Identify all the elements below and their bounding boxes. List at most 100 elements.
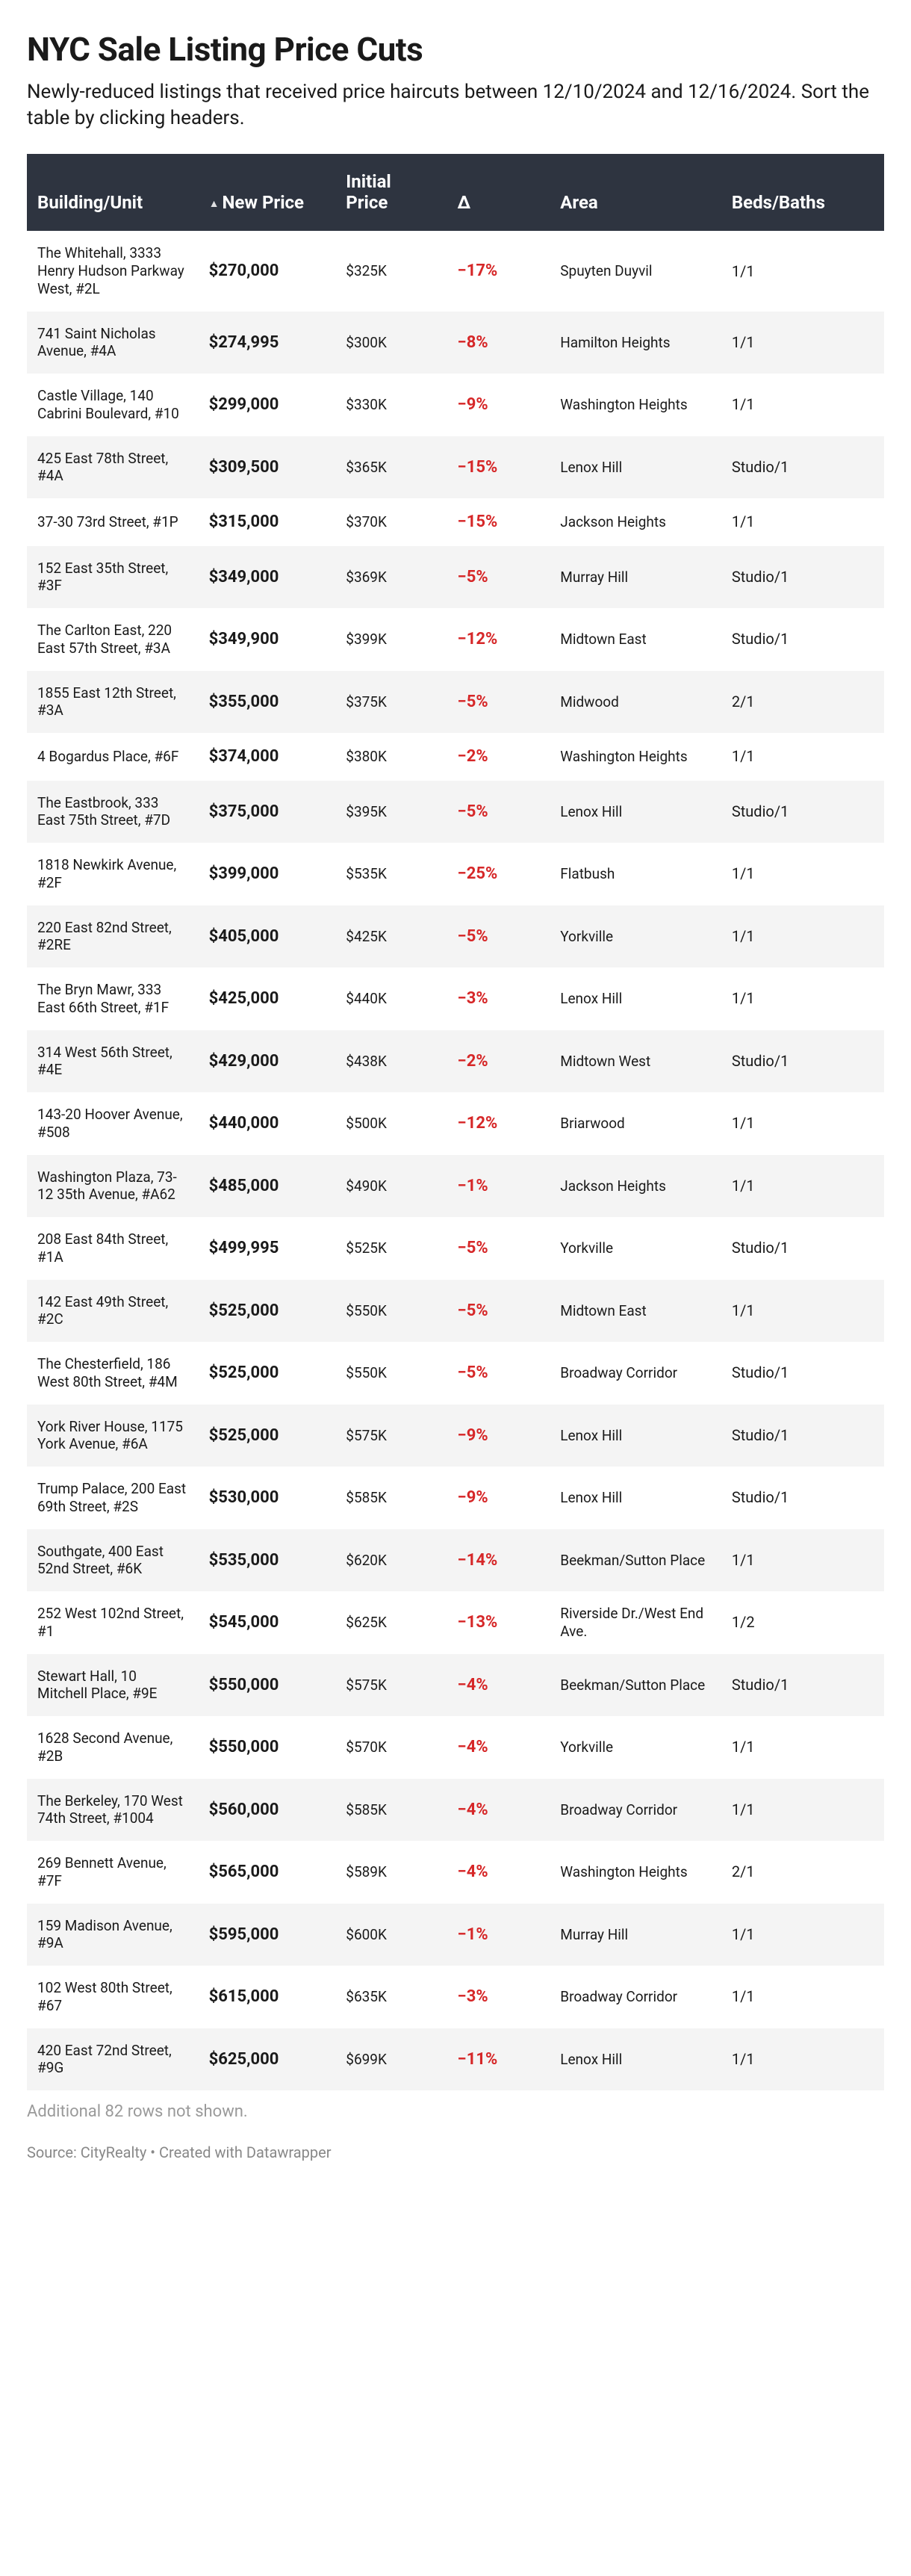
cell-beds-baths: 1/1 [721, 1779, 884, 1842]
page-container: NYC Sale Listing Price Cuts Newly-reduce… [0, 0, 911, 2179]
cell-area: Lenox Hill [550, 781, 721, 843]
cell-initial-price: $490K [335, 1155, 447, 1218]
cell-delta: −1% [447, 1904, 550, 1966]
cell-area: Murray Hill [550, 546, 721, 609]
cell-new-price: $399,000 [199, 843, 336, 905]
cell-new-price: $499,995 [199, 1217, 336, 1280]
table-row: Southgate, 400 East 52nd Street, #6K$535… [27, 1529, 884, 1592]
cell-initial-price: $325K [335, 231, 447, 311]
cell-new-price: $274,995 [199, 312, 336, 374]
cell-beds-baths: Studio/1 [721, 436, 884, 499]
col-header-initial-price[interactable]: Initial Price [335, 154, 447, 231]
table-body: The Whitehall, 3333 Henry Hudson Parkway… [27, 231, 884, 2090]
cell-initial-price: $399K [335, 608, 447, 671]
cell-area: Washington Heights [550, 733, 721, 781]
cell-delta: −5% [447, 546, 550, 609]
cell-area: Yorkville [550, 1217, 721, 1280]
cell-area: Riverside Dr./West End Ave. [550, 1591, 721, 1654]
col-header-beds-baths[interactable]: Beds/Baths [721, 154, 884, 231]
cell-beds-baths: 2/1 [721, 1841, 884, 1904]
cell-beds-baths: Studio/1 [721, 1217, 884, 1280]
table-row: 1818 Newkirk Avenue, #2F$399,000$535K−25… [27, 843, 884, 905]
cell-initial-price: $300K [335, 312, 447, 374]
cell-new-price: $309,500 [199, 436, 336, 499]
cell-beds-baths: 1/2 [721, 1591, 884, 1654]
cell-beds-baths: 1/1 [721, 2028, 884, 2091]
cell-new-price: $525,000 [199, 1342, 336, 1405]
cell-new-price: $315,000 [199, 498, 336, 546]
cell-delta: −11% [447, 2028, 550, 2091]
col-header-area[interactable]: Area [550, 154, 721, 231]
cell-beds-baths: Studio/1 [721, 1030, 884, 1093]
table-row: 420 East 72nd Street, #9G$625,000$699K−1… [27, 2028, 884, 2091]
cell-delta: −14% [447, 1529, 550, 1592]
cell-new-price: $270,000 [199, 231, 336, 311]
table-row: The Chesterfield, 186 West 80th Street, … [27, 1342, 884, 1405]
table-row: The Berkeley, 170 West 74th Street, #100… [27, 1779, 884, 1842]
table-row: 143-20 Hoover Avenue, #508$440,000$500K−… [27, 1092, 884, 1155]
cell-new-price: $485,000 [199, 1155, 336, 1218]
cell-beds-baths: 1/1 [721, 1966, 884, 2028]
cell-area: Jackson Heights [550, 1155, 721, 1218]
table-row: 741 Saint Nicholas Avenue, #4A$274,995$3… [27, 312, 884, 374]
cell-delta: −8% [447, 312, 550, 374]
cell-new-price: $625,000 [199, 2028, 336, 2091]
page-subtitle: Newly-reduced listings that received pri… [27, 79, 884, 131]
cell-beds-baths: Studio/1 [721, 608, 884, 671]
cell-beds-baths: 1/1 [721, 231, 884, 311]
cell-building: 1628 Second Avenue, #2B [27, 1716, 199, 1779]
cell-initial-price: $575K [335, 1654, 447, 1717]
cell-new-price: $550,000 [199, 1654, 336, 1717]
cell-area: Midtown East [550, 1280, 721, 1343]
cell-building: 741 Saint Nicholas Avenue, #4A [27, 312, 199, 374]
cell-new-price: $565,000 [199, 1841, 336, 1904]
cell-building: 1855 East 12th Street, #3A [27, 671, 199, 734]
cell-area: Yorkville [550, 905, 721, 968]
cell-delta: −4% [447, 1654, 550, 1717]
cell-beds-baths: 1/1 [721, 498, 884, 546]
table-row: 425 East 78th Street, #4A$309,500$365K−1… [27, 436, 884, 499]
col-header-new-price[interactable]: ▲New Price [199, 154, 336, 231]
table-row: 252 West 102nd Street, #1$545,000$625K−1… [27, 1591, 884, 1654]
cell-delta: −15% [447, 436, 550, 499]
table-row: 220 East 82nd Street, #2RE$405,000$425K−… [27, 905, 884, 968]
col-header-new-price-label: New Price [222, 192, 304, 213]
cell-building: The Carlton East, 220 East 57th Street, … [27, 608, 199, 671]
cell-building: 208 East 84th Street, #1A [27, 1217, 199, 1280]
table-row: The Eastbrook, 333 East 75th Street, #7D… [27, 781, 884, 843]
cell-beds-baths: Studio/1 [721, 546, 884, 609]
cell-new-price: $550,000 [199, 1716, 336, 1779]
cell-delta: −3% [447, 967, 550, 1030]
cell-new-price: $349,900 [199, 608, 336, 671]
cell-initial-price: $375K [335, 671, 447, 734]
cell-delta: −4% [447, 1779, 550, 1842]
col-header-delta[interactable]: Δ [447, 154, 550, 231]
cell-beds-baths: 1/1 [721, 312, 884, 374]
cell-delta: −5% [447, 671, 550, 734]
cell-building: 159 Madison Avenue, #9A [27, 1904, 199, 1966]
cell-area: Murray Hill [550, 1904, 721, 1966]
table-row: 142 East 49th Street, #2C$525,000$550K−5… [27, 1280, 884, 1343]
cell-building: 252 West 102nd Street, #1 [27, 1591, 199, 1654]
cell-area: Lenox Hill [550, 967, 721, 1030]
table-row: 152 East 35th Street, #3F$349,000$369K−5… [27, 546, 884, 609]
cell-new-price: $530,000 [199, 1467, 336, 1529]
rows-truncated-note: Additional 82 rows not shown. [27, 2102, 884, 2121]
cell-new-price: $440,000 [199, 1092, 336, 1155]
table-header-row: Building/Unit ▲New Price Initial Price Δ… [27, 154, 884, 231]
cell-building: York River House, 1175 York Avenue, #6A [27, 1405, 199, 1467]
cell-building: The Chesterfield, 186 West 80th Street, … [27, 1342, 199, 1405]
cell-new-price: $349,000 [199, 546, 336, 609]
cell-delta: −12% [447, 608, 550, 671]
cell-beds-baths: 1/1 [721, 967, 884, 1030]
cell-building: Castle Village, 140 Cabrini Boulevard, #… [27, 374, 199, 436]
cell-initial-price: $600K [335, 1904, 447, 1966]
col-header-building[interactable]: Building/Unit [27, 154, 199, 231]
cell-delta: −9% [447, 1467, 550, 1529]
cell-delta: −4% [447, 1716, 550, 1779]
cell-initial-price: $525K [335, 1217, 447, 1280]
cell-building: 1818 Newkirk Avenue, #2F [27, 843, 199, 905]
cell-initial-price: $440K [335, 967, 447, 1030]
cell-area: Beekman/Sutton Place [550, 1654, 721, 1717]
cell-initial-price: $575K [335, 1405, 447, 1467]
